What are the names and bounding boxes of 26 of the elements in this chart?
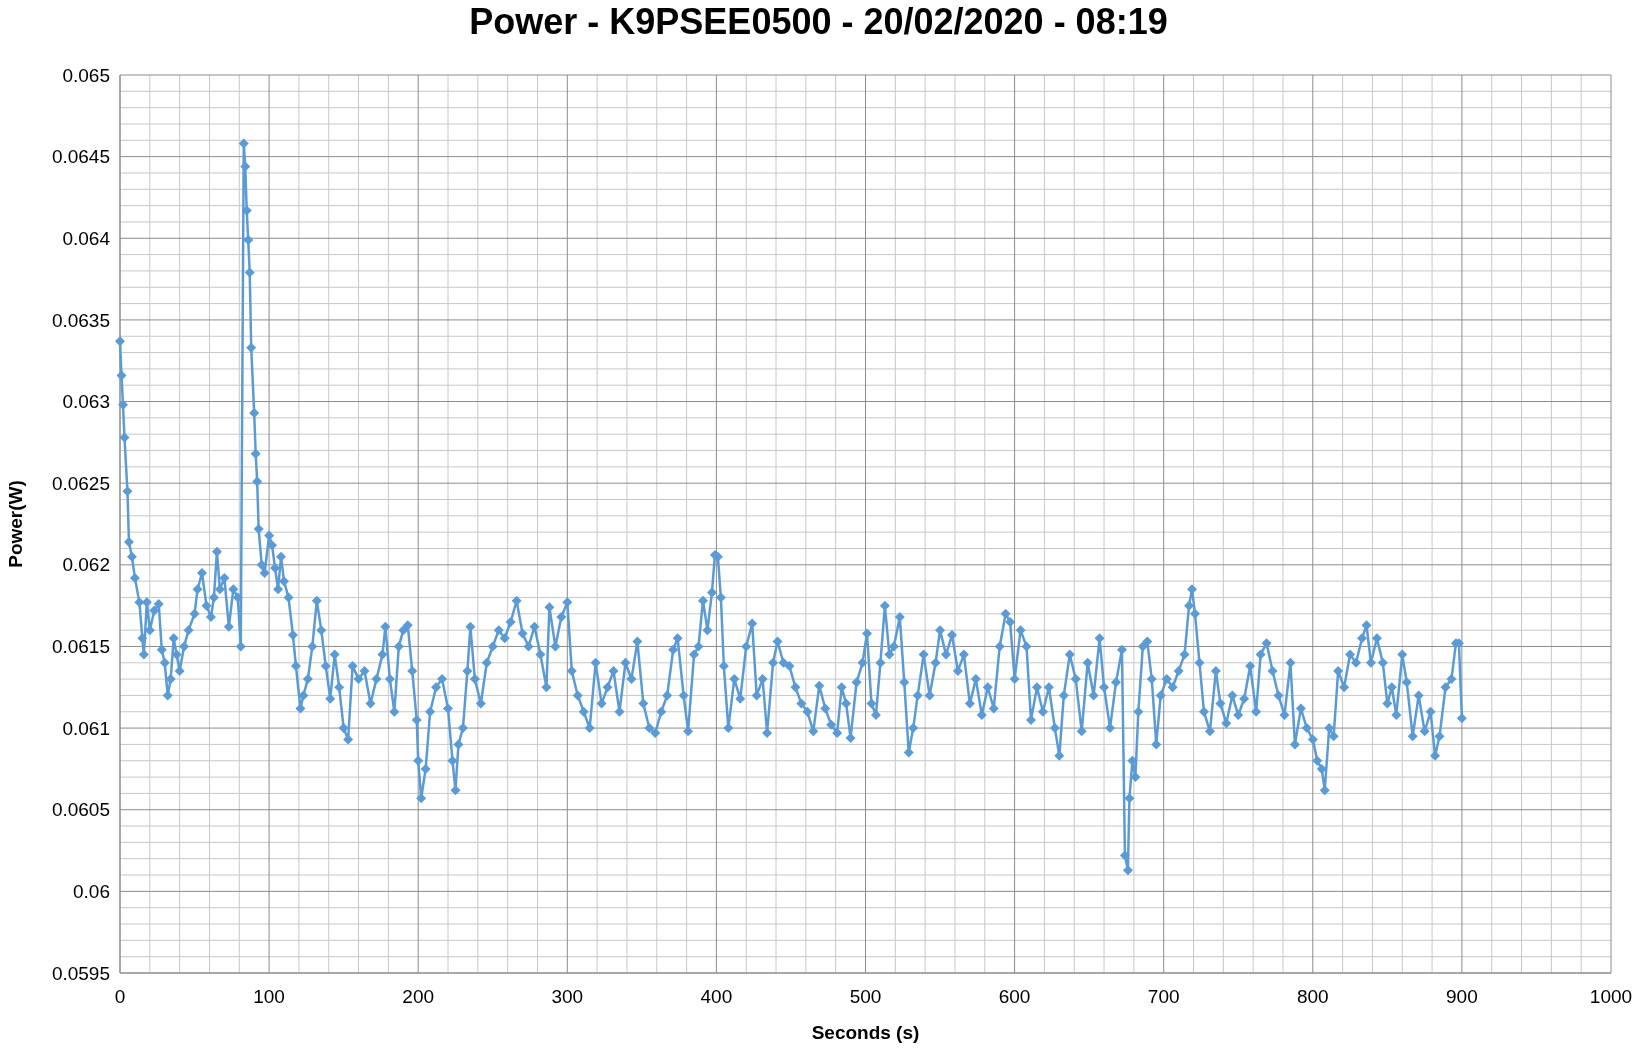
x-tick-label: 400	[700, 986, 733, 1007]
x-tick-label: 1000	[1589, 986, 1633, 1007]
chart-title: Power - K9PSEE0500 - 20/02/2020 - 08:19	[469, 1, 1168, 42]
x-tick-label: 600	[998, 986, 1031, 1007]
y-tick-label: 0.063	[62, 391, 110, 413]
y-tick-label: 0.064	[62, 227, 111, 249]
y-tick-label: 0.0605	[51, 799, 110, 821]
y-tick-label: 0.061	[62, 717, 110, 739]
x-tick-label: 100	[253, 986, 285, 1007]
x-tick-label: 0	[114, 986, 126, 1007]
y-tick-label: 0.06	[73, 881, 110, 903]
x-tick-label: 300	[551, 986, 584, 1007]
y-tick-label: 0.062	[62, 554, 110, 576]
x-axis-title: Seconds (s)	[811, 1022, 920, 1043]
y-tick-label: 0.0595	[51, 962, 110, 984]
x-tick-label: 900	[1446, 986, 1478, 1007]
y-axis-title: Power(W)	[5, 480, 26, 568]
x-tick-label: 200	[402, 986, 435, 1007]
y-tick-label: 0.0635	[51, 309, 110, 331]
y-tick-label: 0.0615	[51, 636, 110, 658]
x-tick-label: 800	[1296, 986, 1329, 1007]
y-tick-label: 0.065	[62, 64, 110, 86]
y-tick-label: 0.0625	[51, 472, 110, 494]
x-tick-label: 500	[849, 986, 882, 1007]
y-tick-label: 0.0645	[51, 146, 110, 168]
x-tick-label: 700	[1147, 986, 1180, 1007]
